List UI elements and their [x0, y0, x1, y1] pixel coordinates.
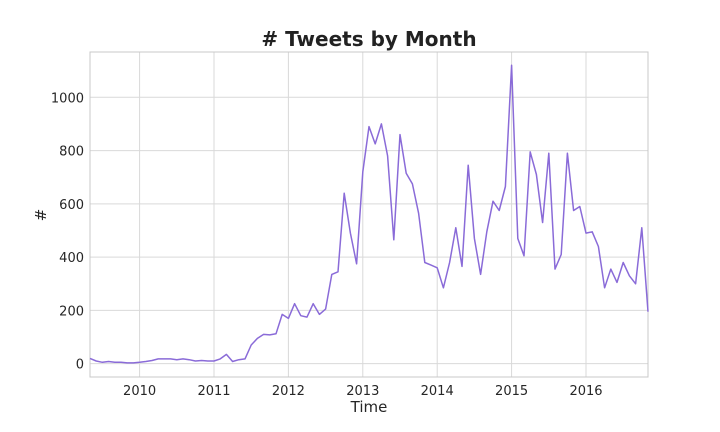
- x-tick-label: 2012: [272, 384, 305, 399]
- y-tick-label: 400: [59, 251, 84, 266]
- y-axis-label: #: [32, 209, 50, 222]
- chart-title: # Tweets by Month: [261, 27, 476, 51]
- grid: [90, 52, 648, 377]
- x-tick-label: 2016: [569, 384, 602, 399]
- x-tick-label: 2014: [421, 384, 454, 399]
- y-tick-label: 800: [59, 145, 84, 160]
- x-tick-label: 2013: [346, 384, 379, 399]
- plot-area: [89, 51, 649, 378]
- x-axis-label: Time: [350, 398, 388, 416]
- y-tick-label: 600: [59, 198, 84, 213]
- x-tick-label: 2015: [495, 384, 528, 399]
- series-line-0: [89, 64, 649, 364]
- x-tick-label: 2011: [197, 384, 230, 399]
- tick-labels: 0 200 400 600 800 1000 2010 2011 2012 2013 2014 201…: [51, 91, 603, 399]
- y-tick-label: 1000: [51, 91, 84, 106]
- x-tick-label: 2010: [123, 384, 156, 399]
- y-tick-label: 0: [76, 358, 84, 373]
- y-tick-label: 200: [59, 304, 84, 319]
- series-layer: [89, 64, 649, 364]
